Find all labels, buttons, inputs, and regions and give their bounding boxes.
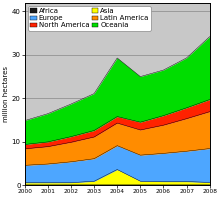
Legend: Africa, Europe, North America, Asia, Latin America, Oceania: Africa, Europe, North America, Asia, Lat… xyxy=(28,6,151,31)
Y-axis label: million hectares: million hectares xyxy=(3,66,9,122)
